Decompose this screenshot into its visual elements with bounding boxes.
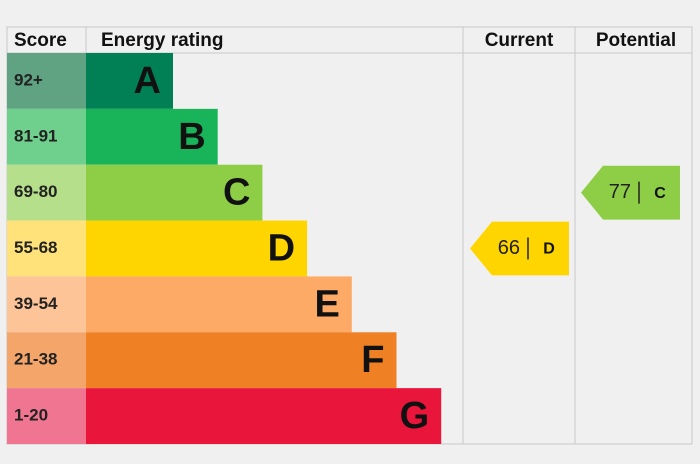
- current-value: 66: [498, 237, 520, 259]
- band-letter: C: [223, 172, 250, 214]
- score-label: 92+: [14, 70, 43, 89]
- band-letter: D: [268, 228, 295, 270]
- score-cell: [7, 53, 86, 109]
- header-rating: Energy rating: [101, 30, 223, 51]
- potential-arrow: [581, 165, 680, 220]
- band-bar: [86, 332, 397, 389]
- score-cell: [7, 332, 86, 389]
- band-bar: [86, 220, 308, 277]
- band-letter: F: [361, 339, 384, 381]
- score-cell: [7, 164, 86, 221]
- band-bar: [86, 53, 173, 109]
- band-letter: B: [178, 116, 205, 158]
- potential-value: 77: [609, 181, 631, 203]
- score-label: 21-38: [14, 350, 57, 369]
- score-cell: [7, 388, 86, 444]
- score-label: 39-54: [14, 294, 58, 313]
- score-label: 1-20: [14, 406, 48, 425]
- score-label: 55-68: [14, 238, 57, 257]
- header-current: Current: [485, 30, 554, 51]
- band-bar: [86, 276, 352, 333]
- header-score: Score: [14, 30, 67, 51]
- score-cell: [7, 220, 86, 277]
- band-bar: [86, 164, 263, 221]
- current-band: D: [543, 241, 555, 258]
- band-letter: E: [314, 283, 339, 325]
- header-potential: Potential: [596, 30, 676, 51]
- band-bar: [86, 388, 442, 444]
- score-label: 69-80: [14, 182, 57, 201]
- band-letter: G: [400, 395, 430, 437]
- score-cell: [7, 108, 86, 165]
- score-label: 81-91: [14, 126, 57, 145]
- current-arrow: [470, 221, 569, 276]
- band-letter: A: [134, 60, 161, 102]
- band-bar: [86, 108, 218, 165]
- score-cell: [7, 276, 86, 333]
- potential-band: C: [654, 185, 666, 202]
